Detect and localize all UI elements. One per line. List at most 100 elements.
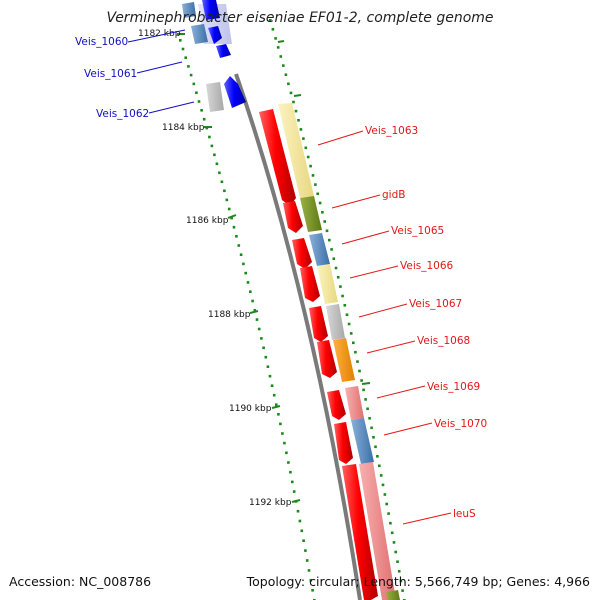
tick-dot — [223, 189, 226, 193]
tick-dot — [343, 304, 347, 307]
gene-arrow — [292, 238, 312, 269]
tick-dot — [387, 512, 390, 515]
gene-box — [300, 196, 322, 232]
gene-arrow — [327, 390, 346, 420]
gene-arrow — [317, 340, 337, 378]
gene-label[interactable]: Veis_1061 — [84, 68, 137, 80]
leader-line — [331, 194, 381, 209]
tick-dot — [390, 531, 394, 535]
gene-box — [333, 338, 355, 382]
tick-dot — [192, 82, 196, 86]
tick-dot — [230, 216, 233, 220]
gene-box — [278, 103, 314, 198]
tick-dot — [397, 570, 401, 573]
gene-arrow — [259, 109, 296, 206]
tick-dot — [299, 128, 303, 131]
tick-dot — [296, 509, 300, 513]
gene-arrow — [342, 464, 378, 600]
tick-dot — [321, 211, 324, 214]
leader-line — [349, 265, 399, 279]
tick-dot — [202, 117, 206, 121]
tick-dot — [383, 493, 387, 496]
tick-dot — [255, 318, 259, 321]
blue-strand-genes — [182, 0, 246, 112]
tick-dot — [352, 341, 355, 345]
gene-boxes — [278, 103, 400, 600]
tick-dot — [285, 451, 288, 455]
tick-dot — [332, 257, 336, 260]
gene-box — [326, 304, 345, 340]
tick-dot — [302, 539, 305, 542]
tick-dot — [318, 201, 322, 205]
tick-dot — [364, 398, 367, 401]
tick-label: 1190 kbp — [229, 404, 272, 414]
tick-dot — [289, 470, 292, 474]
gene-arrow — [206, 82, 224, 112]
tick-dot — [237, 244, 241, 247]
tick-dot — [208, 135, 211, 139]
leader-line — [127, 29, 186, 43]
tick-dot — [341, 294, 344, 298]
gene-label[interactable]: Veis_1063 — [365, 125, 418, 137]
tick-dot — [314, 183, 317, 186]
tick-dot — [284, 73, 288, 76]
tick-dot — [235, 235, 238, 238]
tick-dot — [232, 225, 236, 229]
leader-line — [341, 230, 390, 245]
accession-text: Accession: NC_008786 — [9, 574, 151, 589]
tick-dot — [325, 229, 329, 233]
tick-mark — [361, 382, 371, 385]
tick-dot — [189, 73, 193, 77]
tick-dot — [197, 100, 201, 103]
tick-dot — [304, 549, 307, 552]
gene-label[interactable]: Veis_1068 — [417, 335, 470, 347]
tick-dot — [251, 299, 254, 303]
tick-dot — [394, 550, 397, 554]
tick-dot — [257, 327, 261, 331]
tick-dot — [195, 91, 198, 94]
gene-label[interactable]: Veis_1069 — [427, 381, 480, 393]
gene-box — [359, 462, 396, 600]
tick-dot — [274, 37, 277, 40]
tick-dot — [396, 560, 399, 563]
gene-label[interactable]: Veis_1070 — [434, 418, 487, 430]
gene-arrow — [334, 422, 353, 464]
tick-label: 1184 kbp — [162, 123, 205, 133]
gene-label[interactable]: Veis_1067 — [409, 298, 462, 310]
tick-dot — [309, 164, 312, 168]
gene-label[interactable]: Veis_1065 — [391, 225, 444, 237]
gene-label[interactable]: Veis_1066 — [400, 260, 454, 272]
gene-box — [309, 233, 330, 266]
tick-dot — [370, 426, 373, 430]
gene-label[interactable]: Veis_1062 — [96, 108, 149, 120]
tick-dot — [205, 126, 209, 130]
tick-dot — [330, 248, 333, 251]
label-leaders — [127, 29, 452, 525]
gene-arrow — [300, 266, 320, 302]
tick-label: 1188 kbp — [208, 310, 251, 320]
tick-dot — [294, 109, 298, 113]
gene-arrow — [309, 306, 328, 342]
tick-dot — [242, 262, 245, 266]
leader-line — [317, 130, 364, 146]
gene-label[interactable]: Veis_1060 — [75, 36, 128, 48]
tick-dot — [376, 455, 379, 458]
tick-dot — [354, 350, 357, 354]
gene-arrow — [191, 24, 208, 44]
tick-dot — [253, 309, 257, 312]
tick-mark — [271, 405, 281, 409]
tick-dot — [311, 589, 314, 592]
gene-arrow — [208, 26, 222, 44]
gene-box — [317, 264, 338, 304]
gene-arrow — [182, 2, 196, 18]
tick-mark — [277, 40, 285, 43]
tick-dot — [358, 369, 361, 373]
gene-label[interactable]: gidB — [382, 189, 405, 201]
gene-label[interactable]: leuS — [453, 508, 476, 520]
tick-dot — [316, 192, 319, 196]
tick-dot — [334, 266, 338, 270]
tick-dot — [279, 55, 283, 58]
tick-dot — [279, 422, 282, 426]
genome-summary-text: Topology: circular; Length: 5,566,749 bp… — [246, 574, 590, 589]
